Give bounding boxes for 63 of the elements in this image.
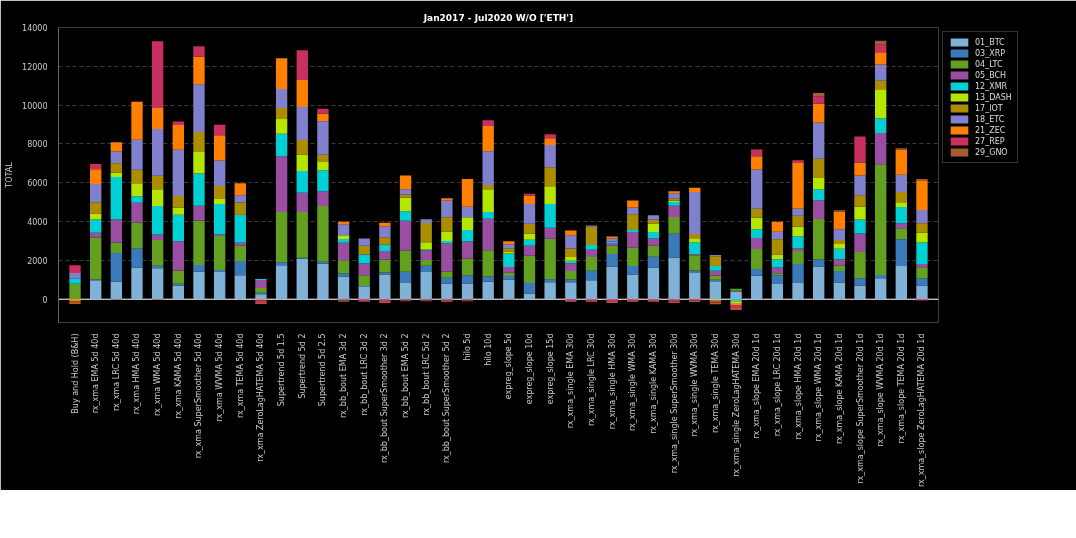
x-tick-label: rx_xma WVMA 5d 40d: [215, 333, 225, 422]
x-tick-label: rx_xma_single SuperSmoother 30d: [669, 333, 679, 474]
x-tick-label: rx_xma_slope EMA 20d 1d: [752, 333, 762, 439]
x-tick-label: rx_xma EMA 5d 40d: [91, 333, 101, 414]
legend-label: 04_LTC: [975, 59, 1003, 69]
x-tick-label: expreg_slope 5d: [504, 333, 514, 400]
y-tick-label: 0: [42, 295, 48, 305]
x-tick-label: rx_xma KAMA 5d 40d: [173, 333, 183, 419]
x-tick-label: rx_xma_single ZeroLagHATEMA 30d: [731, 333, 741, 477]
x-tick-label: rx_xma_single LRC 30d: [586, 333, 596, 426]
x-tick-label: rx_xma_single WMA 30d: [628, 333, 638, 432]
x-tick-label: hilo 10d: [483, 333, 493, 366]
legend-label: 03_XRP: [975, 48, 1006, 58]
chart-title: Jan2017 - Jul2020 W/O ['ETH']: [422, 12, 574, 23]
x-tick-label: rx_xma_single HMA 30d: [607, 333, 617, 430]
x-tick-label: rx_xma_slope TEMA 20d 1d: [896, 333, 906, 444]
x-tick-label: rx_xma LRC 5d 40d: [111, 333, 121, 411]
legend-label: 12_XMR: [975, 81, 1008, 91]
x-tick-label: rx_bb_bout EMA 3d 2: [339, 333, 349, 418]
y-tick-label: 8000: [27, 140, 48, 150]
x-tick-label: rx_xma TEMA 5d 40d: [235, 333, 245, 419]
legend-label: 18_ETC: [975, 114, 1005, 124]
legend-label: 27_REP: [975, 136, 1005, 146]
legend-label: 29_GNO: [975, 147, 1008, 157]
legend-label: 01_BTC: [975, 37, 1005, 47]
x-tick-label: rx_xma HMA 5d 40d: [132, 333, 142, 415]
legend-label: 17_IOT: [975, 103, 1003, 113]
x-tick-label: rx_xma SuperSmoother 5d 40d: [194, 333, 204, 459]
x-tick-label: expreg_slope 10d: [524, 333, 534, 405]
x-tick-label: rx_xma_slope KAMA 20d 1d: [834, 333, 844, 445]
x-tick-label: rx_xma_single KAMA 30d: [648, 333, 658, 434]
x-tick-label: hilo 5d: [463, 333, 473, 361]
x-tick-label: rx_xma_single EMA 30d: [566, 333, 576, 429]
x-tick-label: Supertrend 5d 2.5: [318, 333, 328, 407]
y-tick-label: 14000: [22, 24, 48, 33]
x-tick-label: rx_bb_bout LRC 5d 2: [421, 333, 431, 416]
x-tick-label: rx_xma_slope WVMA 20d 1d: [876, 333, 886, 447]
x-tick-label: rx_xma_slope ZeroLagHATEMA 20d 1d: [917, 333, 927, 488]
x-tick-label: expreg_slope 15d: [545, 333, 555, 405]
x-tick-label: rx_xma_slope WMA 20d 1d: [814, 333, 824, 442]
x-tick-label: rx_xma_slope SuperSmoother 20d 1d: [855, 333, 865, 484]
y-axis-title: TOTAL: [5, 161, 15, 189]
x-tick-label: rx_bb_bout LRC 3d 2: [359, 333, 369, 416]
legend-label: 21_ZEC: [975, 125, 1006, 135]
legend-label: 13_DASH: [975, 92, 1012, 102]
y-tick-label: 4000: [27, 218, 48, 228]
y-tick-label: 6000: [27, 179, 48, 189]
x-tick-label: rx_bb_bout SuperSmoother 5d 2: [442, 333, 452, 464]
x-tick-label: rx_xma_slope LRC 20d 1d: [772, 333, 782, 437]
x-tick-label: Supertrend 5d 1.5: [277, 333, 287, 407]
x-tick-label: rx_xma_single TEMA 30d: [710, 333, 720, 434]
x-tick-label: rx_xma WMA 5d 40d: [153, 333, 163, 417]
legend-label: 05_BCH: [975, 70, 1007, 80]
x-tick-label: rx_xma ZeroLagHATEMA 5d 40d: [256, 333, 266, 462]
x-tick-label: Buy and Hold (B&H): [70, 333, 80, 414]
y-tick-label: 12000: [22, 62, 48, 72]
y-tick-label: 10000: [22, 101, 48, 111]
x-tick-label: rx_xma_slope HMA 20d 1d: [793, 333, 803, 440]
x-tick-label: rx_xma_single WVMA 30d: [690, 333, 700, 437]
x-tick-label: rx_bb_bout EMA 5d 2: [401, 333, 411, 418]
y-tick-label: 2000: [27, 256, 48, 266]
x-tick-label: Supertrend 5d 2: [297, 333, 307, 399]
x-tick-label: rx_bb_bout SuperSmoother 3d 2: [380, 333, 390, 464]
